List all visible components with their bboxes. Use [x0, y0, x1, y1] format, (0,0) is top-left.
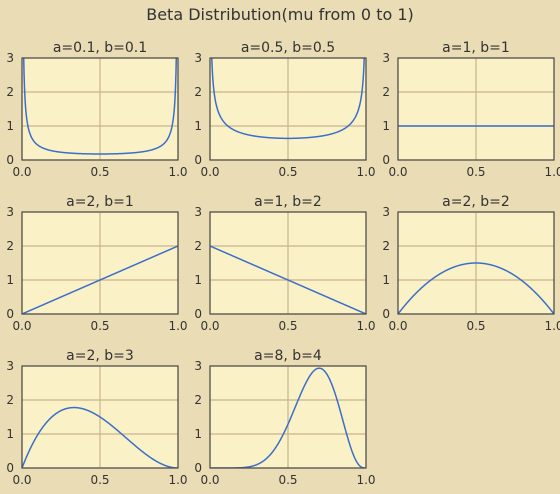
y-tick-label: 1 — [194, 273, 202, 287]
axes-frame — [209, 57, 367, 161]
density-line — [22, 58, 178, 155]
subplot-7: 0.0 0.5 1.0 0 1 2 3 a=2, b=3 — [6, 348, 187, 487]
subplot-title: a=0.5, b=0.5 — [241, 40, 335, 56]
y-tick-label: 3 — [6, 359, 14, 373]
x-tick-label: 1.0 — [544, 165, 560, 179]
y-tick-label: 2 — [6, 393, 14, 407]
subplot-5: 0.0 0.5 1.0 0 1 2 3 a=1, b=2 — [194, 194, 375, 333]
y-tick-label: 3 — [194, 51, 202, 65]
density-line — [22, 406, 178, 468]
x-tick-label: 0.5 — [466, 319, 485, 333]
y-tick-label: 0 — [194, 153, 202, 167]
subplot-title: a=2, b=1 — [66, 194, 134, 210]
density-line — [210, 245, 366, 314]
y-tick-label: 1 — [382, 273, 390, 287]
subplot-title: a=2, b=3 — [66, 348, 134, 364]
x-tick-label: 0.5 — [278, 319, 297, 333]
density-line — [211, 58, 365, 140]
y-tick-label: 1 — [382, 119, 390, 133]
y-tick-label: 2 — [6, 85, 14, 99]
x-tick-label: 1.0 — [356, 473, 375, 487]
x-tick-label: 0.0 — [12, 473, 31, 487]
subplot-grid: 0.0 0.5 1.0 0 1 2 3 a=0.1, b=0.1 0.0 0.5 1.0 0 1 2 3 a=… — [6, 40, 560, 487]
x-tick-label: 0.0 — [388, 319, 407, 333]
subplot-3: 0.0 0.5 1.0 0 1 2 3 a=1, b=1 — [382, 40, 560, 179]
x-tick-label: 0.0 — [200, 319, 219, 333]
x-tick-label: 0.5 — [90, 165, 109, 179]
x-tick-label: 1.0 — [168, 165, 187, 179]
y-tick-label: 0 — [6, 153, 14, 167]
x-tick-label: 0.0 — [200, 165, 219, 179]
x-tick-label: 1.0 — [356, 319, 375, 333]
subplot-title: a=1, b=2 — [254, 194, 322, 210]
x-tick-label: 0.0 — [12, 319, 31, 333]
y-tick-label: 2 — [194, 393, 202, 407]
x-tick-label: 0.5 — [466, 165, 485, 179]
y-tick-label: 0 — [6, 461, 14, 475]
x-tick-label: 1.0 — [168, 473, 187, 487]
y-tick-label: 3 — [382, 51, 390, 65]
x-tick-label: 0.5 — [278, 473, 297, 487]
y-tick-label: 3 — [6, 51, 14, 65]
axes-frame — [21, 57, 179, 161]
x-tick-label: 0.5 — [90, 319, 109, 333]
x-tick-label: 1.0 — [356, 165, 375, 179]
figure-title: Beta Distribution(mu from 0 to 1) — [146, 5, 414, 24]
y-tick-label: 3 — [6, 205, 14, 219]
y-tick-label: 0 — [6, 307, 14, 321]
axes-frame — [209, 365, 367, 469]
subplot-title: a=2, b=2 — [442, 194, 510, 210]
y-tick-label: 0 — [382, 153, 390, 167]
subplot-6: 0.0 0.5 1.0 0 1 2 3 a=2, b=2 — [382, 194, 560, 333]
density-line — [398, 262, 554, 314]
y-tick-label: 1 — [194, 427, 202, 441]
x-tick-label: 1.0 — [544, 319, 560, 333]
subplot-title: a=8, b=4 — [254, 348, 322, 364]
y-tick-label: 2 — [194, 85, 202, 99]
axes-frame — [397, 211, 555, 315]
axes-frame — [397, 57, 555, 161]
x-tick-label: 0.0 — [12, 165, 31, 179]
subplot-title: a=0.1, b=0.1 — [53, 40, 147, 56]
y-tick-label: 2 — [194, 239, 202, 253]
axes-frame — [209, 211, 367, 315]
y-tick-label: 3 — [194, 359, 202, 373]
subplot-4: 0.0 0.5 1.0 0 1 2 3 a=2, b=1 — [6, 194, 187, 333]
axes-frame — [21, 365, 179, 469]
x-tick-label: 0.5 — [90, 473, 109, 487]
y-tick-label: 2 — [382, 239, 390, 253]
y-tick-label: 1 — [6, 119, 14, 133]
x-tick-label: 0.5 — [278, 165, 297, 179]
y-tick-label: 3 — [194, 205, 202, 219]
density-line — [22, 245, 178, 314]
y-tick-label: 3 — [382, 205, 390, 219]
subplot-1: 0.0 0.5 1.0 0 1 2 3 a=0.1, b=0.1 — [6, 40, 187, 179]
x-tick-label: 1.0 — [168, 319, 187, 333]
y-tick-label: 2 — [6, 239, 14, 253]
y-tick-label: 2 — [382, 85, 390, 99]
y-tick-label: 0 — [194, 307, 202, 321]
y-tick-label: 1 — [6, 273, 14, 287]
x-tick-label: 0.0 — [200, 473, 219, 487]
subplot-title: a=1, b=1 — [442, 40, 510, 56]
y-tick-label: 1 — [6, 427, 14, 441]
y-tick-label: 0 — [194, 461, 202, 475]
subplot-2: 0.0 0.5 1.0 0 1 2 3 a=0.5, b=0.5 — [194, 40, 375, 179]
y-tick-label: 1 — [194, 119, 202, 133]
subplot-8: 0.0 0.5 1.0 0 1 2 3 a=8, b=4 — [194, 348, 375, 487]
y-tick-label: 0 — [382, 307, 390, 321]
x-tick-label: 0.0 — [388, 165, 407, 179]
axes-frame — [21, 211, 179, 315]
